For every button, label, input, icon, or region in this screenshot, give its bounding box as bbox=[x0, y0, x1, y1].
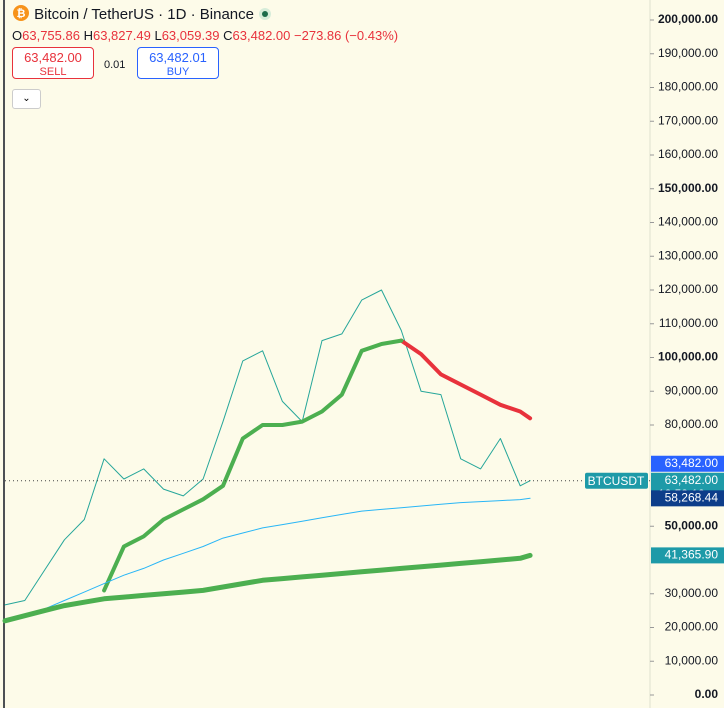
buy-price: 63,482.01 bbox=[149, 50, 207, 65]
ohlc-value: 63,482.00 bbox=[232, 28, 291, 43]
ohlc-value: 63,827.49 bbox=[92, 28, 151, 43]
series-line bbox=[2, 552, 533, 624]
symbol-tag bbox=[585, 472, 648, 489]
price-tag bbox=[651, 490, 724, 507]
ohlc: O63,755.86 H63,827.49 L63,059.39 C63,482… bbox=[12, 28, 398, 43]
y-tick-label: 190,000.00 bbox=[658, 46, 718, 60]
symbol-title: ₿ Bitcoin / TetherUS · 1D · Binance bbox=[12, 4, 272, 23]
sell-button[interactable]: 63,482.00 SELL bbox=[12, 47, 94, 79]
y-tick-label: 80,000.00 bbox=[665, 417, 719, 431]
y-tick-label: 160,000.00 bbox=[658, 147, 718, 161]
price-label: 41,365.90 bbox=[665, 548, 719, 562]
title: Bitcoin / TetherUS · 1D · Binance bbox=[34, 6, 254, 23]
sell-label: SELL bbox=[39, 66, 67, 78]
series-line bbox=[4, 289, 531, 606]
series-line bbox=[399, 338, 533, 421]
sell-price: 63,482.00 bbox=[24, 50, 82, 65]
ohlc-key: H bbox=[83, 28, 93, 43]
y-tick-label: 140,000.00 bbox=[658, 215, 718, 229]
price-label: 63,482.00 bbox=[665, 456, 719, 470]
y-tick-label: 0.00 bbox=[695, 687, 719, 701]
spread: 0.01 bbox=[104, 59, 126, 71]
collapse-button[interactable]: ⌄ bbox=[12, 89, 41, 109]
status-dot bbox=[259, 8, 272, 20]
ohlc-value: 63,755.86 bbox=[22, 28, 80, 43]
y-tick-label: 50,000.00 bbox=[665, 518, 719, 532]
price-tag bbox=[651, 547, 724, 564]
y-tick-label: 180,000.00 bbox=[658, 80, 718, 94]
ohlc-key: O bbox=[12, 28, 23, 43]
y-tick-label: 200,000.00 bbox=[658, 12, 718, 26]
svg-text:₿: ₿ bbox=[17, 8, 26, 20]
symbol-label: BTCUSDT bbox=[588, 474, 645, 488]
change: −273.86 (−0.43%) bbox=[294, 28, 399, 43]
y-tick-label: 20,000.00 bbox=[665, 620, 719, 634]
price-tag bbox=[651, 455, 724, 472]
price-label: 63,482.00 bbox=[665, 473, 719, 487]
y-tick-label: 10,000.00 bbox=[665, 653, 719, 667]
y-tick-label: 100,000.00 bbox=[658, 350, 718, 364]
buy-label: BUY bbox=[166, 66, 190, 78]
y-tick-label: 130,000.00 bbox=[658, 248, 718, 262]
y-tick-label: 170,000.00 bbox=[658, 113, 718, 127]
y-tick-label: 30,000.00 bbox=[665, 586, 719, 600]
ohlc-value: 63,059.39 bbox=[161, 28, 220, 43]
ohlc-key: L bbox=[154, 28, 162, 43]
y-tick-label: 90,000.00 bbox=[665, 383, 719, 397]
y-tick-label: 120,000.00 bbox=[658, 282, 718, 296]
ohlc-key: C bbox=[223, 28, 233, 43]
y-tick-label: 150,000.00 bbox=[658, 181, 718, 195]
series-line bbox=[4, 497, 531, 622]
y-tick-label: 110,000.00 bbox=[659, 316, 718, 330]
btc-icon: ₿ bbox=[13, 5, 29, 21]
buy-button[interactable]: 63,482.01 BUY bbox=[137, 47, 219, 79]
series-line bbox=[102, 338, 404, 593]
price-label: 58,268.44 bbox=[665, 491, 719, 505]
